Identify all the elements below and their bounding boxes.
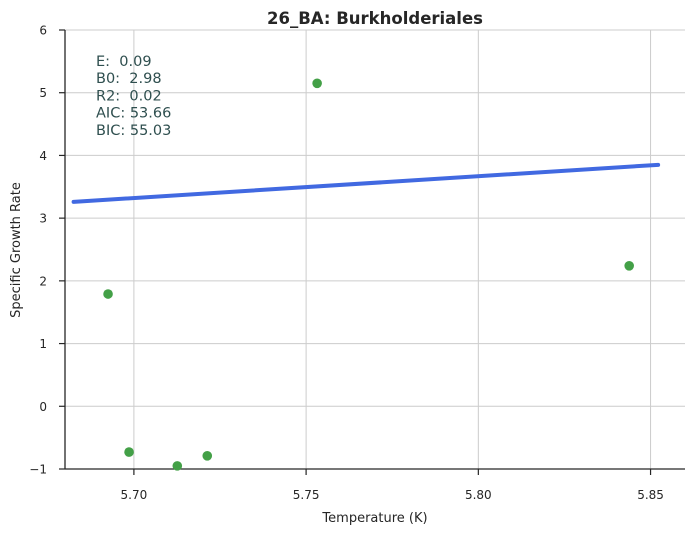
y-tick-label: 4 <box>39 149 47 163</box>
data-point <box>624 261 634 271</box>
ticks: −1 0 1 2 3 4 5 6 5.70 5.75 5.80 5.85 <box>29 24 664 503</box>
fit-line <box>71 162 661 204</box>
fit-statistic-line: B0: 2.98 <box>96 71 162 87</box>
data-point <box>202 451 213 461</box>
chart-title: 26_BA: Burkholderiales <box>267 9 483 28</box>
data-point <box>103 289 113 299</box>
y-tick-label: 2 <box>39 274 47 288</box>
y-tick-label: −1 <box>29 463 47 477</box>
x-tick-label: 5.75 <box>293 488 320 502</box>
y-tick-label: 3 <box>39 212 47 226</box>
fit-statistic-line: AIC: 53.66 <box>96 106 171 122</box>
fit-statistic-line: R2: 0.02 <box>96 88 162 104</box>
gridlines <box>65 29 685 469</box>
x-tick-label: 5.70 <box>121 488 148 502</box>
x-tick-label: 5.80 <box>465 488 492 502</box>
axes <box>64 30 685 470</box>
y-tick-label: 0 <box>39 400 47 414</box>
fit-statistic-line: BIC: 55.03 <box>96 123 171 139</box>
data-point <box>312 78 322 89</box>
x-axis-label: Temperature (K) <box>321 511 427 526</box>
fit-statistic-line: E: 0.09 <box>96 54 152 70</box>
data-point <box>124 447 134 457</box>
y-tick-label: 5 <box>39 86 47 100</box>
y-tick-label: 1 <box>39 337 47 351</box>
x-tick-label: 5.85 <box>637 488 664 502</box>
data-point <box>172 461 183 471</box>
y-tick-label: 6 <box>39 24 47 38</box>
y-axis-label: Specific Growth Rate <box>9 182 24 318</box>
data-points <box>103 78 634 471</box>
